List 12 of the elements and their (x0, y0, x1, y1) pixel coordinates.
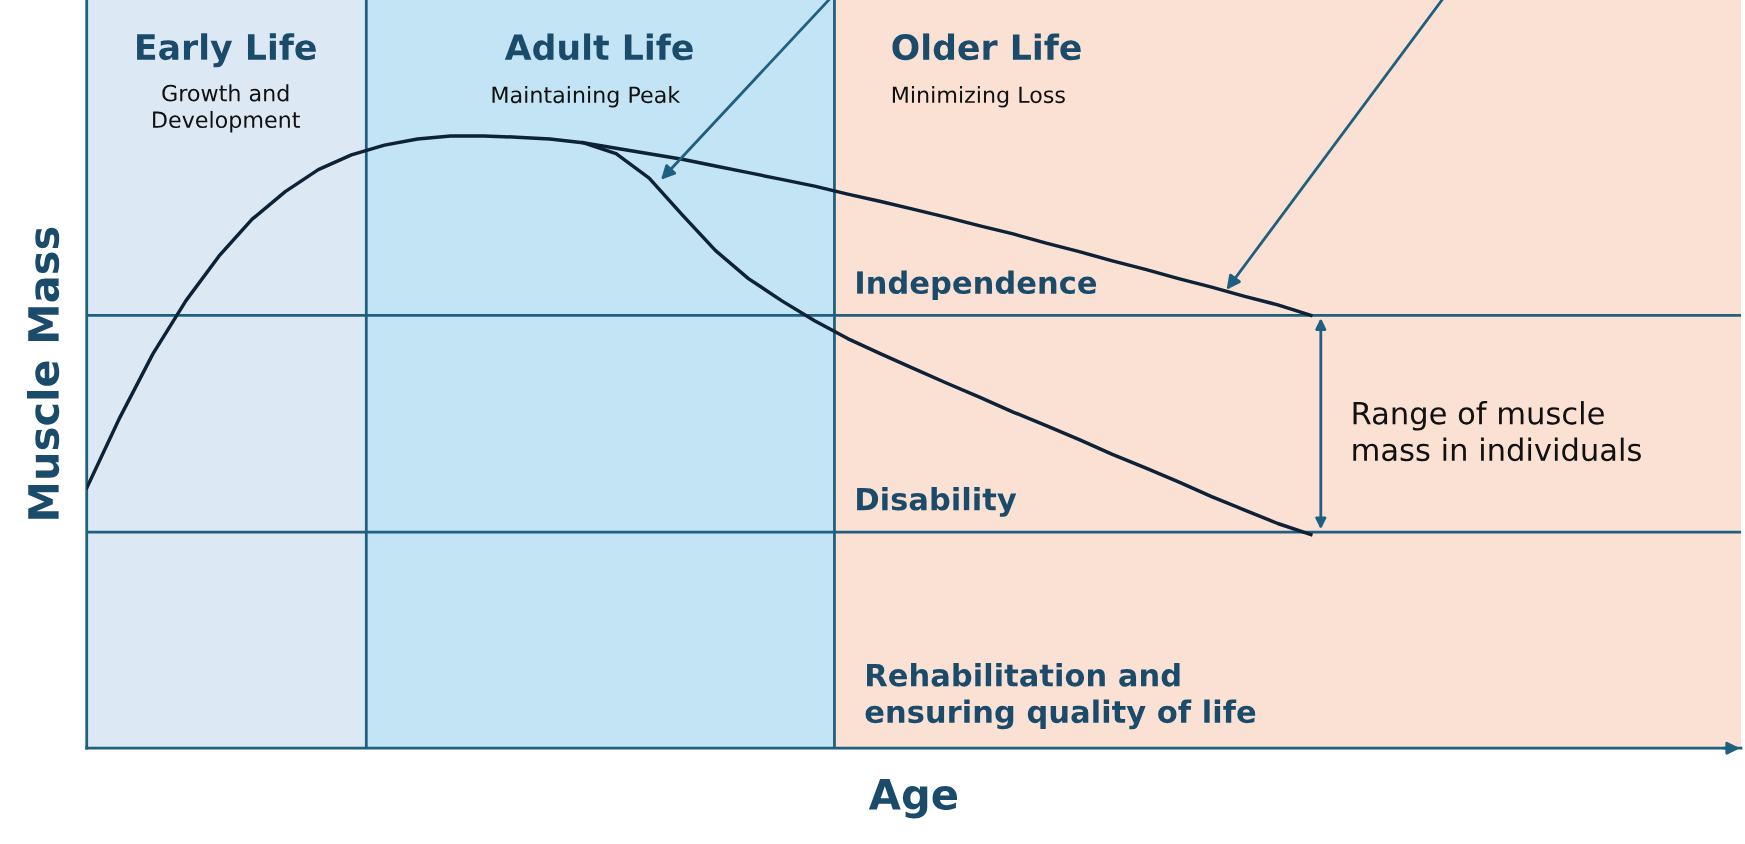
y-axis-title: Muscle Mass (26, 227, 60, 519)
text: Older Life (892, 33, 1081, 61)
annotation: Range of muscle mass in individuals (1353, 401, 1641, 462)
text: Adult Life (504, 33, 693, 61)
ref-line-label: Disability (857, 486, 1017, 517)
ref-line-label: Independence (857, 270, 1097, 301)
text: Minimizing Loss (892, 85, 1065, 108)
text: Growth and Development (153, 84, 300, 133)
text: Maintaining Peak (492, 85, 681, 108)
text: Early Life (137, 33, 316, 68)
x-axis-title: Age (868, 779, 958, 819)
annotation: Rehabilitation and ensuring quality of life (865, 662, 1256, 730)
